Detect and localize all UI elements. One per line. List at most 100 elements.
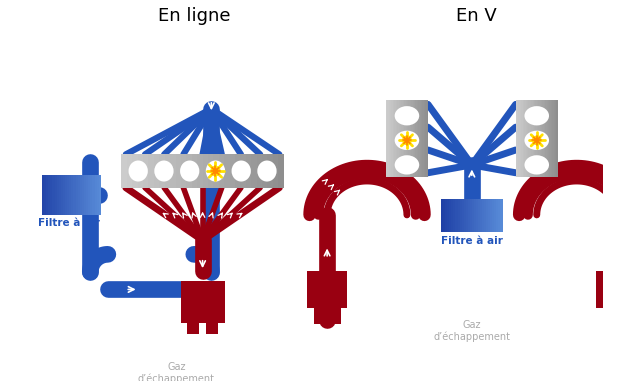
Bar xyxy=(410,100,412,177)
Ellipse shape xyxy=(395,131,419,150)
Bar xyxy=(80,175,83,215)
Bar xyxy=(307,271,348,308)
Text: Gaz
d’échappement: Gaz d’échappement xyxy=(138,362,215,381)
Bar xyxy=(148,154,154,188)
Bar xyxy=(97,175,99,215)
Text: Filtre à air: Filtre à air xyxy=(441,236,503,246)
Bar xyxy=(203,154,209,188)
Bar xyxy=(262,154,268,188)
Bar xyxy=(528,100,530,177)
Bar xyxy=(235,154,241,188)
Bar xyxy=(531,100,533,177)
Bar xyxy=(478,199,481,232)
Bar xyxy=(51,175,53,215)
Bar xyxy=(421,100,423,177)
Bar xyxy=(393,100,395,177)
Bar xyxy=(466,199,468,232)
Bar xyxy=(418,100,420,177)
Bar xyxy=(61,175,63,215)
Bar xyxy=(420,100,421,177)
Bar xyxy=(278,154,284,188)
Bar xyxy=(538,100,540,177)
Bar xyxy=(38,175,40,215)
Bar xyxy=(132,154,138,188)
Ellipse shape xyxy=(395,155,419,174)
Bar xyxy=(127,154,132,188)
Bar xyxy=(390,100,392,177)
Text: Filtre à air: Filtre à air xyxy=(38,218,100,228)
Bar xyxy=(403,100,404,177)
Bar xyxy=(411,100,413,177)
Bar xyxy=(388,100,390,177)
Bar xyxy=(532,100,534,177)
Bar xyxy=(603,308,614,323)
Bar xyxy=(620,308,630,323)
Bar xyxy=(44,175,47,215)
Bar xyxy=(181,154,187,188)
Bar xyxy=(547,100,548,177)
Bar xyxy=(456,199,458,232)
Bar xyxy=(406,100,408,177)
Bar xyxy=(396,100,397,177)
Bar xyxy=(556,100,558,177)
Bar xyxy=(213,154,220,188)
Bar xyxy=(208,154,214,188)
Bar xyxy=(541,100,543,177)
Bar xyxy=(552,100,554,177)
Bar xyxy=(447,199,450,232)
Bar xyxy=(554,100,556,177)
Bar xyxy=(545,100,547,177)
Text: En ligne: En ligne xyxy=(157,7,230,25)
Bar xyxy=(517,100,519,177)
Bar xyxy=(95,175,97,215)
Bar xyxy=(88,175,91,215)
Bar xyxy=(314,308,324,323)
Bar xyxy=(59,175,61,215)
Bar xyxy=(500,199,503,232)
Bar xyxy=(476,199,479,232)
Bar xyxy=(42,175,44,215)
Bar xyxy=(401,100,403,177)
Bar xyxy=(458,199,460,232)
Bar xyxy=(544,100,545,177)
Bar xyxy=(530,100,532,177)
Bar xyxy=(159,154,165,188)
Bar xyxy=(549,100,551,177)
Bar xyxy=(164,154,171,188)
Bar xyxy=(596,271,637,308)
Bar xyxy=(414,100,416,177)
Bar xyxy=(540,100,541,177)
Bar xyxy=(76,175,78,215)
Bar xyxy=(257,154,262,188)
Bar xyxy=(472,199,474,232)
Bar xyxy=(399,100,401,177)
Bar xyxy=(555,100,557,177)
Bar xyxy=(523,100,525,177)
Bar xyxy=(470,199,472,232)
Bar xyxy=(82,175,84,215)
Bar xyxy=(499,199,501,232)
Bar xyxy=(463,199,466,232)
Bar xyxy=(394,100,396,177)
Bar xyxy=(386,100,388,177)
Bar xyxy=(56,175,59,215)
Bar xyxy=(330,308,340,323)
Bar xyxy=(492,199,495,232)
Bar xyxy=(468,199,470,232)
Bar xyxy=(154,154,160,188)
Bar xyxy=(413,100,414,177)
Bar xyxy=(219,154,225,188)
Bar xyxy=(138,154,143,188)
Bar xyxy=(72,175,74,215)
Bar xyxy=(522,100,523,177)
Bar xyxy=(197,154,203,188)
Bar xyxy=(417,100,419,177)
Bar xyxy=(252,154,257,188)
Bar xyxy=(453,199,456,232)
Bar xyxy=(482,199,484,232)
Bar xyxy=(69,175,72,215)
Bar xyxy=(65,175,68,215)
Bar xyxy=(63,175,65,215)
Text: En V: En V xyxy=(456,7,497,25)
Bar xyxy=(122,154,127,188)
